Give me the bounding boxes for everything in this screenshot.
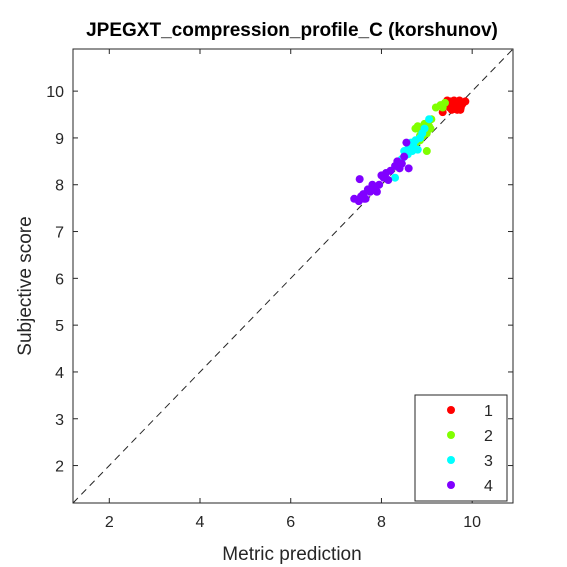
data-point-series-4 (395, 164, 404, 173)
y-tick-label: 4 (55, 365, 64, 382)
data-point-series-2 (440, 98, 449, 107)
data-point-series-3 (420, 124, 429, 133)
plot-frame (72, 48, 514, 504)
legend-marker-2 (447, 431, 455, 439)
axis-ticks-layer: 2 4 6 8 10 2 3 4 5 6 7 8 9 10 (46, 49, 513, 531)
x-tick-label: 8 (377, 514, 386, 531)
y-tick-label: 2 (55, 459, 64, 476)
data-point-series-1 (449, 104, 458, 113)
legend: 1 2 3 4 (414, 394, 508, 502)
y-tick-label: 5 (55, 318, 64, 335)
data-point-series-3 (391, 173, 400, 182)
y-tick-label: 8 (55, 178, 64, 195)
data-point-series-2 (422, 147, 431, 156)
legend-marker-3 (447, 456, 455, 464)
y-tick-label: 9 (55, 131, 64, 148)
data-point-series-3 (400, 147, 409, 156)
x-tick-label: 6 (286, 514, 295, 531)
identity-reference-line (72, 48, 514, 504)
x-tick-label: 10 (463, 514, 481, 531)
x-tick-label: 2 (105, 514, 114, 531)
data-point-series-4 (360, 194, 369, 203)
x-axis-title: Metric prediction (222, 544, 361, 565)
data-point-series-3 (425, 115, 434, 124)
data-point-series-4 (370, 183, 379, 192)
data-point-series-4 (404, 164, 413, 173)
y-axis-title: Subjective score (15, 216, 36, 355)
y-tick-label: 3 (55, 412, 64, 429)
data-points-layer (350, 96, 470, 206)
legend-label-3: 3 (484, 453, 493, 470)
chart-title: JPEGXT_compression_profile_C (korshunov) (86, 20, 498, 41)
x-tick-label: 4 (196, 514, 205, 531)
data-point-series-4 (379, 173, 388, 182)
data-point-series-4 (400, 152, 409, 161)
data-point-series-3 (408, 147, 417, 156)
data-point-series-1 (461, 97, 470, 106)
legend-marker-1 (447, 406, 455, 414)
y-tick-label: 10 (46, 84, 64, 101)
legend-label-2: 2 (484, 428, 493, 445)
data-point-series-1 (456, 105, 465, 114)
data-point-series-4 (402, 138, 411, 147)
y-tick-label: 6 (55, 271, 64, 288)
legend-label-4: 4 (484, 478, 493, 495)
legend-marker-4 (447, 481, 455, 489)
y-tick-label: 7 (55, 225, 64, 242)
data-point-series-4 (355, 175, 364, 184)
legend-label-1: 1 (484, 403, 493, 420)
legend-box (414, 394, 508, 502)
